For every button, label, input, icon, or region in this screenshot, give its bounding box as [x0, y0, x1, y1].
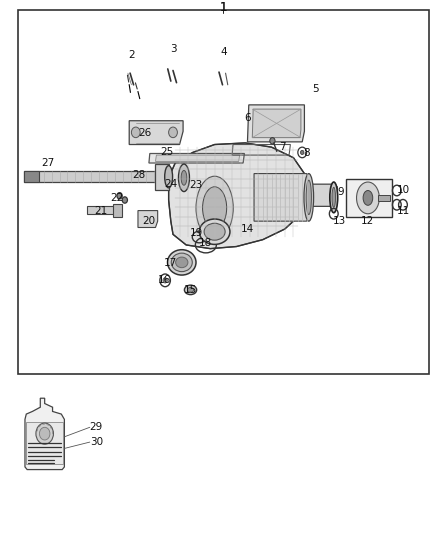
Circle shape [117, 192, 122, 199]
Ellipse shape [167, 249, 196, 275]
Text: 29: 29 [90, 422, 103, 432]
Ellipse shape [171, 253, 192, 272]
Text: 2: 2 [128, 50, 135, 60]
Polygon shape [169, 143, 307, 248]
Ellipse shape [199, 219, 230, 245]
Bar [87, 206, 115, 214]
Circle shape [270, 138, 275, 144]
Circle shape [131, 127, 140, 138]
Polygon shape [302, 184, 337, 206]
Text: 26: 26 [138, 128, 151, 138]
Text: 10: 10 [396, 185, 410, 196]
Polygon shape [149, 154, 244, 163]
Ellipse shape [184, 285, 197, 295]
Text: 5: 5 [312, 84, 319, 94]
Polygon shape [247, 105, 304, 142]
Text: 16: 16 [158, 276, 171, 285]
Text: 1: 1 [219, 1, 227, 13]
Ellipse shape [357, 182, 379, 214]
Circle shape [169, 127, 177, 138]
Text: 15: 15 [184, 285, 197, 295]
Text: 17: 17 [164, 259, 177, 269]
Bar [26, 422, 63, 464]
Text: 20: 20 [142, 216, 155, 226]
Ellipse shape [181, 171, 187, 185]
Text: 30: 30 [90, 437, 103, 447]
Bar [18, 10, 429, 375]
Polygon shape [254, 174, 309, 221]
Text: 13: 13 [333, 216, 346, 226]
Text: 21: 21 [94, 206, 107, 215]
Text: 28: 28 [133, 169, 146, 180]
Circle shape [122, 197, 127, 203]
Text: 25: 25 [161, 148, 174, 157]
Text: 6: 6 [244, 113, 251, 123]
Circle shape [36, 423, 53, 444]
Polygon shape [25, 398, 64, 470]
Bar [113, 204, 122, 217]
Ellipse shape [330, 182, 338, 213]
Text: 3: 3 [170, 44, 177, 54]
Text: 12: 12 [361, 216, 374, 226]
Text: 18: 18 [199, 238, 212, 248]
Text: 19: 19 [190, 228, 203, 238]
Polygon shape [252, 109, 301, 138]
Ellipse shape [363, 190, 373, 205]
Ellipse shape [204, 223, 225, 240]
Ellipse shape [165, 166, 173, 188]
Text: 9: 9 [337, 187, 344, 197]
Circle shape [39, 427, 50, 440]
Circle shape [163, 278, 167, 283]
Bar [24, 172, 39, 182]
Text: 24: 24 [164, 179, 177, 189]
Text: 1: 1 [219, 1, 227, 13]
Ellipse shape [202, 187, 227, 229]
Circle shape [300, 150, 304, 155]
Polygon shape [138, 211, 158, 228]
Ellipse shape [332, 187, 336, 207]
Text: 22: 22 [110, 193, 124, 204]
Text: 14: 14 [241, 224, 254, 234]
Polygon shape [155, 155, 240, 161]
Text: 27: 27 [42, 158, 55, 168]
Bar [346, 179, 392, 217]
Text: 4: 4 [220, 47, 227, 57]
Bar [155, 164, 169, 190]
Text: 7: 7 [279, 142, 286, 152]
Bar [24, 172, 160, 182]
Text: 11: 11 [396, 206, 410, 215]
Ellipse shape [306, 180, 311, 215]
Ellipse shape [178, 164, 189, 191]
Ellipse shape [176, 257, 188, 268]
Bar [378, 195, 390, 201]
Text: 8: 8 [303, 149, 310, 158]
Polygon shape [129, 121, 183, 144]
Ellipse shape [187, 287, 194, 292]
Ellipse shape [304, 174, 314, 221]
Text: 23: 23 [190, 180, 203, 190]
Ellipse shape [196, 176, 233, 240]
